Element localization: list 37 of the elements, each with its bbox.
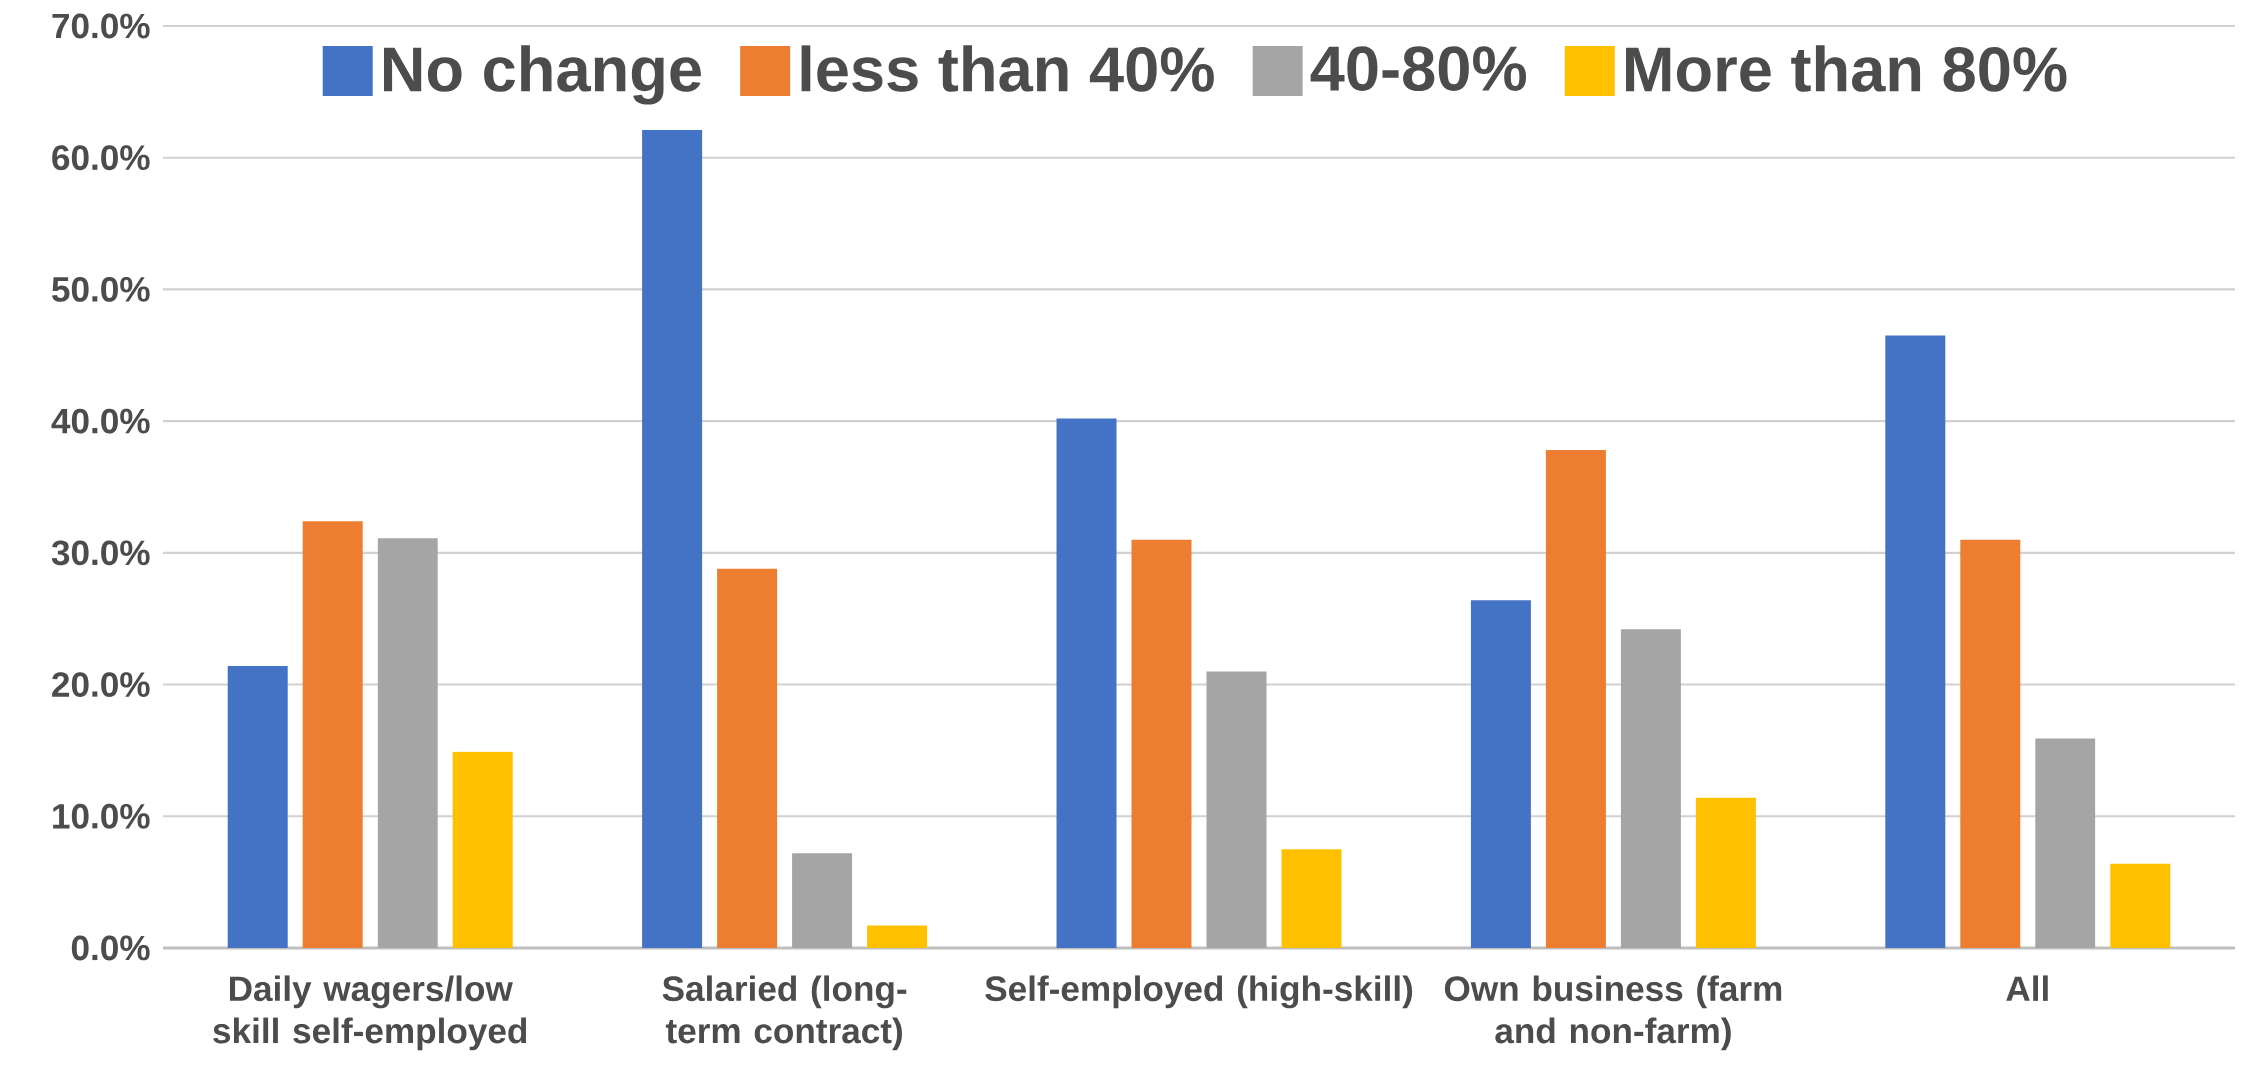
bar — [1545, 450, 1606, 948]
bar — [1620, 629, 1681, 948]
bar — [377, 538, 438, 948]
legend-label: 40-80% — [1310, 46, 1527, 91]
bar — [1281, 849, 1342, 948]
bar — [717, 568, 778, 948]
bar — [227, 666, 288, 948]
y-tick-label: 40.0% — [51, 408, 150, 434]
bar — [1885, 335, 1946, 948]
bar — [1056, 418, 1117, 948]
bar — [1131, 539, 1192, 948]
bar — [302, 521, 363, 948]
y-tick-label: 20.0% — [52, 672, 150, 697]
x-tick-label: Self-employed (high-skill) — [985, 975, 1413, 1009]
x-tick-label: Own business (farm and non-farm) — [1444, 975, 1782, 1051]
x-tick-label: All — [2006, 975, 2048, 1001]
y-tick-label: 10.0% — [53, 803, 150, 829]
bar — [1960, 539, 2021, 948]
legend-label: No change — [383, 45, 701, 105]
legend-label: More than 80% — [1626, 45, 2067, 92]
bar — [1206, 671, 1267, 948]
y-tick-label: 70.0% — [52, 13, 150, 39]
y-tick-label: 60.0% — [52, 145, 150, 171]
bar — [1470, 600, 1531, 948]
bar — [2110, 863, 2171, 948]
bar — [1695, 797, 1756, 948]
x-tick-label: Daily wagers/low skill self-employed — [213, 975, 527, 1051]
bar — [452, 751, 513, 948]
x-tick-label: Salaried (long-term contract) — [662, 975, 907, 1051]
bar — [792, 853, 853, 948]
bar — [642, 130, 703, 948]
legend-label: less than 40% — [801, 45, 1214, 92]
y-tick-label: 50.0% — [52, 277, 150, 302]
bar — [867, 925, 928, 948]
y-tick-label: 30.0% — [51, 540, 150, 566]
bar — [2035, 738, 2096, 948]
y-tick-label: 0.0% — [71, 935, 150, 961]
